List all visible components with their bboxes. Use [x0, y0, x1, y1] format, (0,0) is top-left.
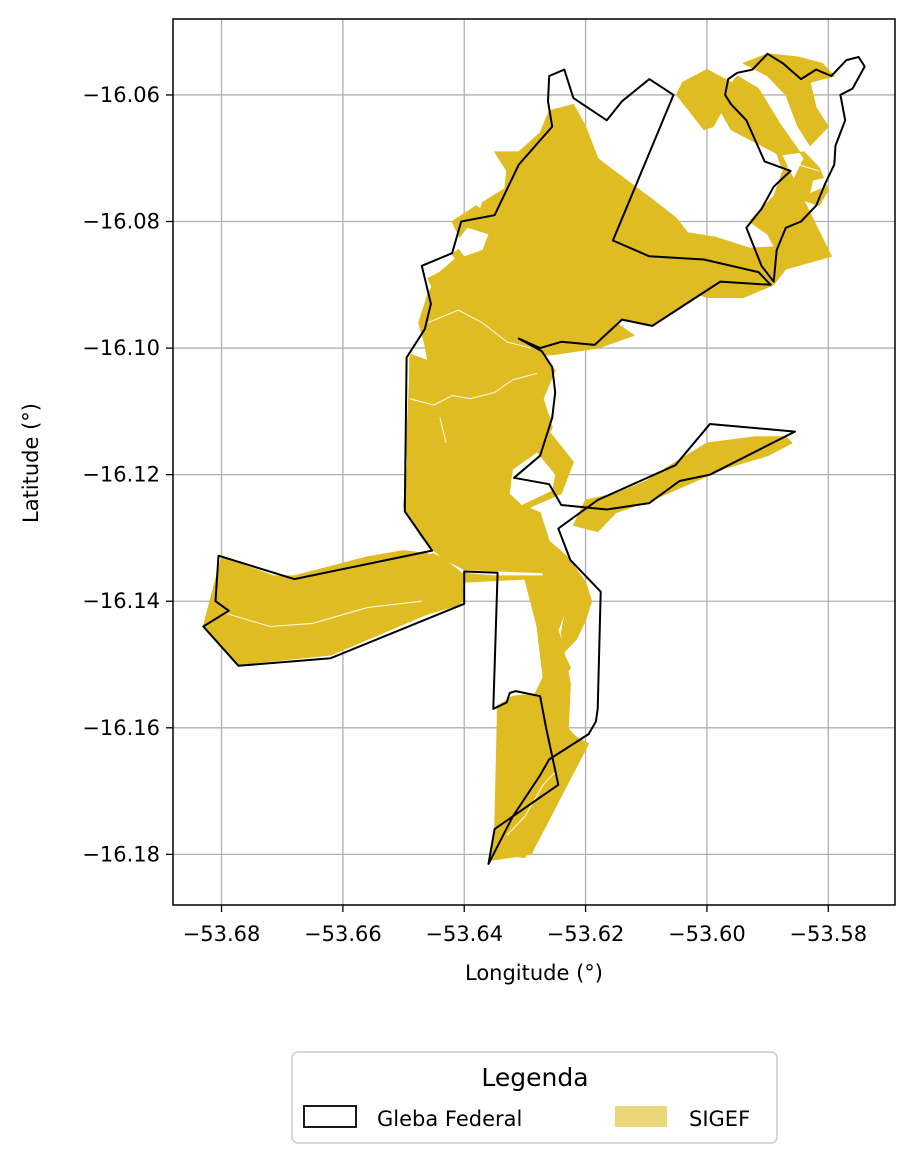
x-tick-label-0: −53.68 — [183, 922, 261, 946]
plot-frame — [172, 18, 896, 906]
legend: Legenda Gleba Federal SIGEF — [291, 1051, 778, 1144]
gleba-federal-outline-ne — [724, 52, 866, 283]
y-tick-label-0: −16.06 — [82, 83, 160, 107]
sigef-parcel-5 — [742, 53, 835, 147]
sigef-gap-0 — [509, 452, 556, 505]
sigef-layer — [202, 53, 835, 862]
sigef-parcel-7 — [424, 572, 571, 858]
legend-swatch-gleba-federal — [303, 1105, 357, 1128]
y-tick-label-1: −16.08 — [82, 210, 160, 234]
y-tick-label-4: −16.14 — [82, 589, 160, 613]
parcel-boundary-2 — [627, 119, 671, 153]
parcel-boundary-0 — [409, 372, 538, 406]
sigef-parcel-13 — [545, 540, 593, 653]
parcel-boundary-6 — [439, 417, 447, 444]
legend-label-gleba-federal: Gleba Federal — [377, 1107, 522, 1131]
y-tick-label-2: −16.10 — [82, 336, 160, 360]
sigef-parcel-11 — [202, 550, 462, 665]
axis-ticks: −53.68 −53.66 −53.64 −53.62 −53.60 −53.58 −16.… — [82, 83, 867, 946]
sigef-parcel-3 — [451, 132, 690, 273]
sigef-parcel-6 — [670, 240, 799, 298]
sigef-gap-2 — [810, 177, 829, 193]
x-axis-label: Longitude (°) — [465, 961, 603, 985]
legend-swatch-sigef — [615, 1106, 667, 1127]
x-tick-label-5: −53.58 — [789, 922, 867, 946]
gleba-federal-layer — [202, 52, 866, 865]
legend-title: Legenda — [481, 1063, 588, 1092]
sigef-gap-1 — [455, 227, 489, 257]
y-tick-label-3: −16.12 — [82, 463, 160, 487]
parcel-boundary-4 — [227, 600, 422, 628]
sigef-parcel-4 — [721, 75, 829, 207]
legend-label-sigef: SIGEF — [689, 1107, 750, 1131]
parcel-boundary-1 — [427, 309, 532, 349]
x-tick-label-3: −53.62 — [547, 922, 625, 946]
x-tick-label-1: −53.66 — [304, 922, 382, 946]
y-tick-label-5: −16.16 — [82, 716, 160, 740]
x-tick-label-4: −53.60 — [668, 922, 746, 946]
y-axis-label: Latitude (°) — [19, 403, 43, 523]
gleba-federal-outline-0 — [202, 68, 796, 865]
x-tick-label-2: −53.64 — [425, 922, 503, 946]
y-tick-label-6: −16.18 — [82, 842, 160, 866]
